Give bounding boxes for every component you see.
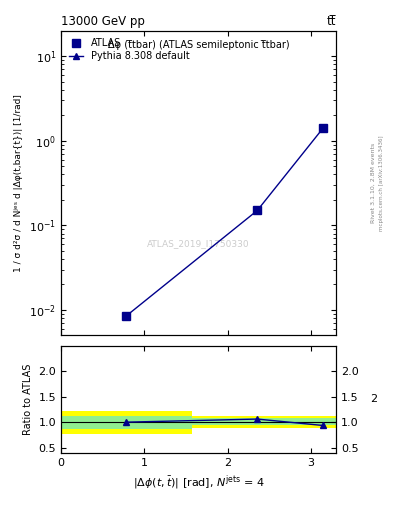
Text: 2: 2 <box>370 394 377 404</box>
Text: 13000 GeV pp: 13000 GeV pp <box>61 15 145 28</box>
Y-axis label: 1 / σ d²σ / d Nʲᵉˢ d |Δφ(t,bar{t})| [1/rad]: 1 / σ d²σ / d Nʲᵉˢ d |Δφ(t,bar{t})| [1/r… <box>15 94 24 272</box>
Text: mcplots.cern.ch [arXiv:1306.3436]: mcplots.cern.ch [arXiv:1306.3436] <box>379 135 384 231</box>
X-axis label: $|\Delta\phi(t,\bar{t})|$ [rad], $N^\mathrm{jets}$ = 4: $|\Delta\phi(t,\bar{t})|$ [rad], $N^\mat… <box>133 474 264 492</box>
Text: Rivet 3.1.10, 2.8M events: Rivet 3.1.10, 2.8M events <box>371 143 376 223</box>
Text: Δφ (t̅tbar) (ATLAS semileptonic t̅tbar): Δφ (t̅tbar) (ATLAS semileptonic t̅tbar) <box>108 40 289 50</box>
Legend: ATLAS, Pythia 8.308 default: ATLAS, Pythia 8.308 default <box>66 35 193 65</box>
Text: ATLAS_2019_I1750330: ATLAS_2019_I1750330 <box>147 240 250 248</box>
Text: tt̅: tt̅ <box>327 15 336 28</box>
Y-axis label: Ratio to ATLAS: Ratio to ATLAS <box>23 364 33 435</box>
